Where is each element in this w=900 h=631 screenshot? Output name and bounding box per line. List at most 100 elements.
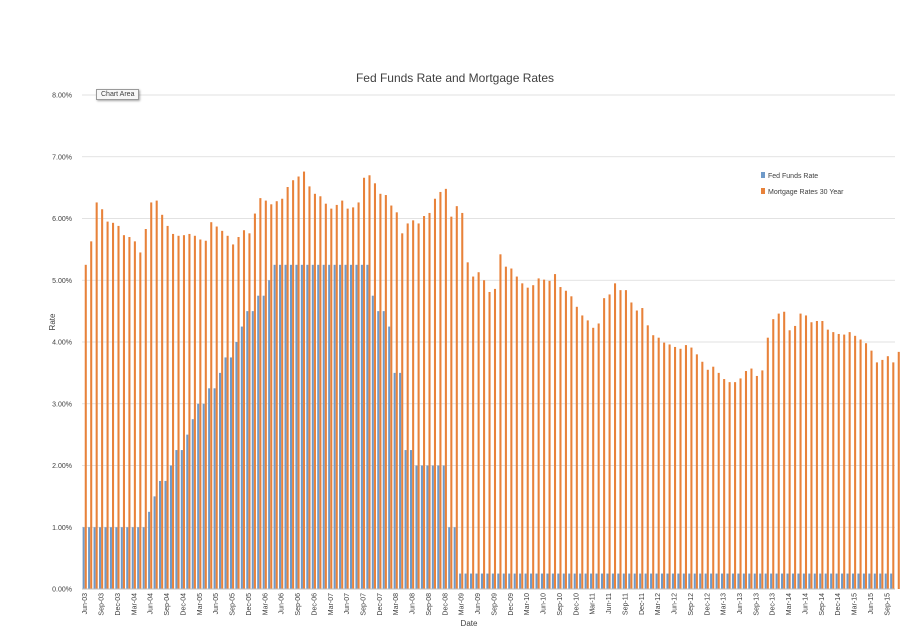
bar-mortgage-30yr [466, 262, 469, 589]
bar-mortgage-30yr [875, 362, 878, 589]
bar-mortgage-30yr [777, 313, 780, 589]
bar-mortgage-30yr [182, 235, 186, 590]
bar-fed-funds [508, 573, 511, 589]
bar-fed-funds [115, 527, 118, 589]
bar-fed-funds [633, 573, 636, 589]
bar-mortgage-30yr [772, 319, 775, 589]
bar-mortgage-30yr [886, 356, 889, 589]
bar-mortgage-30yr [292, 180, 295, 589]
bar-mortgage-30yr [455, 206, 458, 589]
bar-fed-funds [289, 264, 293, 589]
bar-fed-funds [322, 264, 325, 589]
bar-mortgage-30yr [788, 330, 791, 589]
bar-fed-funds [710, 573, 713, 589]
x-tick-label: Dec-08 [442, 593, 449, 616]
bar-fed-funds [857, 573, 860, 589]
bar-fed-funds [862, 573, 865, 589]
bar-mortgage-30yr [597, 323, 600, 589]
bar-fed-funds [595, 573, 598, 589]
bar-fed-funds [824, 573, 827, 589]
x-tick-label: Mar-13 [721, 593, 728, 615]
bar-fed-funds [535, 573, 538, 589]
bar-mortgage-30yr [472, 276, 475, 589]
bar-fed-funds [409, 450, 413, 589]
bar-mortgage-30yr [537, 278, 540, 589]
bar-mortgage-30yr [395, 212, 398, 589]
bar-mortgage-30yr [766, 337, 769, 589]
x-tick-label: Sep-04 [164, 593, 171, 616]
bar-mortgage-30yr [308, 186, 311, 589]
bar-fed-funds [764, 573, 767, 589]
bar-fed-funds [153, 496, 156, 590]
bar-fed-funds [644, 573, 647, 589]
bar-fed-funds [480, 573, 483, 589]
bar-mortgage-30yr [401, 233, 404, 589]
bar-fed-funds [546, 573, 549, 589]
bar-mortgage-30yr [270, 204, 273, 590]
bar-fed-funds [98, 527, 102, 589]
x-tick-label: Sep-05 [230, 593, 237, 616]
bar-mortgage-30yr [630, 302, 633, 589]
x-tick-label: Dec-12 [704, 593, 711, 616]
bar-fed-funds [453, 527, 456, 589]
bar-mortgage-30yr [897, 351, 900, 589]
bar-fed-funds [890, 573, 893, 589]
bar-fed-funds [240, 326, 243, 589]
bar-mortgage-30yr [341, 200, 344, 589]
x-tick-label: Sep-06 [295, 593, 302, 616]
bar-mortgage-30yr [313, 193, 316, 590]
bar-fed-funds [628, 573, 631, 589]
bar-fed-funds [835, 573, 838, 589]
bar-fed-funds [382, 311, 385, 590]
bar-mortgage-30yr [172, 233, 175, 589]
bar-fed-funds [726, 573, 729, 589]
y-tick-label: 0.00% [52, 587, 72, 594]
bar-fed-funds [693, 573, 696, 589]
bar-fed-funds [251, 311, 254, 590]
bar-fed-funds [208, 388, 211, 589]
bar-fed-funds [262, 295, 265, 589]
bar-mortgage-30yr [821, 321, 824, 589]
bar-fed-funds [371, 295, 374, 589]
chart-area-tooltip: Chart Area [96, 89, 140, 100]
bar-fed-funds [88, 527, 91, 589]
bar-mortgage-30yr [226, 235, 229, 590]
bar-mortgage-30yr [794, 325, 797, 589]
bar-mortgage-30yr [575, 306, 578, 589]
y-tick-label: 2.00% [52, 463, 72, 470]
bar-fed-funds [175, 450, 178, 589]
bar-fed-funds [191, 419, 194, 589]
y-tick-label: 7.00% [52, 154, 72, 161]
bar-fed-funds [219, 372, 222, 590]
bar-fed-funds [426, 465, 429, 589]
bar-mortgage-30yr [592, 327, 595, 589]
bar-mortgage-30yr [352, 207, 355, 589]
bar-fed-funds [186, 434, 189, 590]
x-tick-label: Sep-14 [819, 593, 826, 616]
bar-fed-funds [786, 573, 789, 589]
bar-fed-funds [622, 573, 625, 589]
bar-mortgage-30yr [483, 280, 486, 589]
bar-fed-funds [617, 573, 620, 589]
bar-fed-funds [775, 573, 778, 589]
x-tick-label: Jun-08 [410, 593, 417, 615]
bar-fed-funds [884, 573, 887, 589]
bar-mortgage-30yr [264, 200, 267, 589]
bar-mortgage-30yr [444, 188, 447, 590]
bar-mortgage-30yr [319, 196, 322, 589]
bar-fed-funds [813, 573, 816, 589]
x-tick-label: Jun-13 [737, 593, 744, 615]
bar-fed-funds [93, 527, 96, 589]
x-tick-label: Mar-15 [852, 593, 859, 615]
bar-mortgage-30yr [717, 372, 720, 590]
bar-fed-funds [377, 311, 380, 590]
bar-mortgage-30yr [624, 290, 627, 589]
x-tick-label: Jun-12 [672, 593, 679, 615]
bar-fed-funds [759, 573, 762, 589]
bar-fed-funds [600, 573, 604, 589]
bar-fed-funds [131, 527, 134, 589]
y-tick-label: 1.00% [52, 525, 72, 532]
bar-mortgage-30yr [302, 171, 306, 589]
